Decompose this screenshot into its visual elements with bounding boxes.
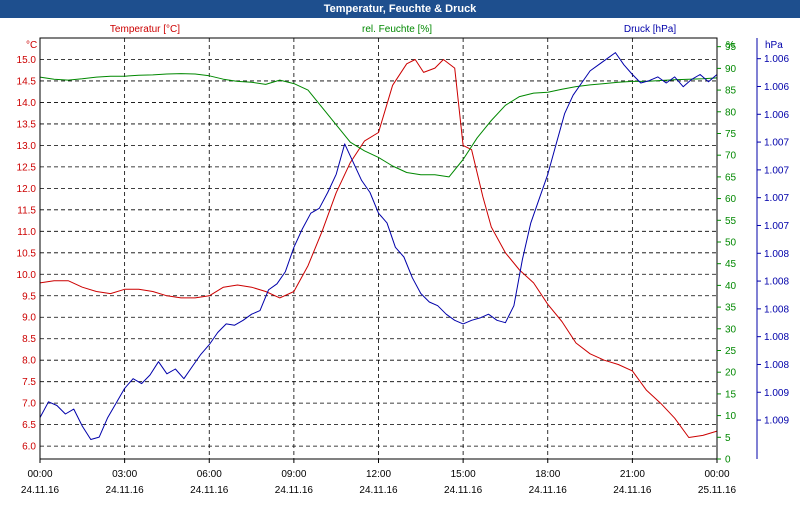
pressure-series-line: [39, 52, 718, 440]
temperature-tick-label: 13.5: [17, 119, 37, 130]
pressure-tick-label: 1.009: [764, 416, 789, 427]
temperature-tick-label: 6.5: [22, 420, 36, 431]
humidity-tick-label: 15: [725, 389, 737, 400]
humidity-tick-label: 0: [725, 455, 731, 466]
temperature-axis-label: Temperatur [°C]: [110, 24, 180, 35]
x-tick-time-label: 12:00: [366, 469, 391, 480]
temperature-tick-label: 14.5: [17, 76, 37, 87]
temperature-series-line: [39, 59, 718, 438]
x-tick-time-label: 00:00: [704, 469, 729, 480]
pressure-tick-label: 1.006: [764, 82, 789, 93]
humidity-tick-label: 50: [725, 237, 737, 248]
humidity-unit-label: %: [726, 40, 735, 51]
temperature-tick-label: 9.5: [22, 291, 36, 302]
humidity-tick-label: 85: [725, 86, 737, 97]
x-tick-date-label: 24.11.16: [275, 485, 314, 496]
x-tick-time-label: 18:00: [535, 469, 560, 480]
humidity-tick-label: 20: [725, 368, 737, 379]
temperature-tick-label: 10.5: [17, 248, 37, 259]
humidity-tick-label: 35: [725, 303, 737, 314]
temperature-tick-label: 8.5: [22, 334, 36, 345]
temperature-tick-label: 14.0: [17, 98, 37, 109]
humidity-tick-label: 60: [725, 194, 737, 205]
humidity-tick-label: 90: [725, 64, 737, 75]
humidity-tick-label: 65: [725, 172, 737, 183]
pressure-tick-label: 1.008: [764, 332, 789, 343]
pressure-unit-label: hPa: [765, 40, 783, 51]
x-tick-time-label: 06:00: [197, 469, 222, 480]
temperature-tick-label: 8.0: [22, 356, 36, 367]
x-tick-date-label: 24.11.16: [444, 485, 483, 496]
humidity-tick-label: 10: [725, 411, 737, 422]
temperature-tick-label: 7.5: [22, 377, 36, 388]
x-tick-time-label: 15:00: [451, 469, 476, 480]
chart-svg: 6.0 6.5 7.0 7.5 8.0 8.5 9.0 9.5 10.0 10.5 11.0 11.5…: [0, 18, 800, 500]
temperature-unit-label: °C: [26, 40, 37, 51]
pressure-tick-label: 1.009: [764, 388, 789, 399]
series-layer: [39, 52, 718, 440]
temperature-tick-label: 15.0: [17, 55, 37, 66]
x-tick-date-label: 24.11.16: [613, 485, 652, 496]
pressure-tick-label: 1.007: [764, 221, 789, 232]
pressure-axis-label: Druck [hPa]: [624, 24, 676, 35]
humidity-tick-label: 80: [725, 107, 737, 118]
humidity-tick-label: 25: [725, 346, 737, 357]
x-tick-date-label: 24.11.16: [106, 485, 145, 496]
x-tick-time-label: 00:00: [27, 469, 52, 480]
temperature-tick-label: 10.0: [17, 270, 37, 281]
pressure-tick-label: 1.006: [764, 54, 789, 65]
humidity-tick-label: 45: [725, 259, 737, 270]
pressure-tick-label: 1.008: [764, 360, 789, 371]
temperature-tick-label: 13.0: [17, 141, 37, 152]
x-tick-time-label: 21:00: [620, 469, 645, 480]
x-tick-date-label: 25.11.16: [698, 485, 737, 496]
humidity-tick-label: 5: [725, 433, 731, 444]
pressure-tick-label: 1.007: [764, 138, 789, 149]
chart-area: 6.0 6.5 7.0 7.5 8.0 8.5 9.0 9.5 10.0 10.5 11.0 11.5…: [0, 18, 800, 500]
humidity-tick-label: 95: [725, 42, 737, 53]
x-tick-time-label: 09:00: [281, 469, 306, 480]
x-tick-time-label: 03:00: [112, 469, 137, 480]
temperature-tick-label: 12.0: [17, 184, 37, 195]
humidity-axis-label: rel. Feuchte [%]: [362, 24, 432, 35]
humidity-series-line: [39, 73, 718, 178]
x-tick-date-label: 24.11.16: [21, 485, 60, 496]
humidity-tick-label: 75: [725, 129, 737, 140]
pressure-tick-label: 1.006: [764, 110, 789, 121]
humidity-tick-label: 70: [725, 151, 737, 162]
humidity-tick-label: 30: [725, 324, 737, 335]
x-tick-date-label: 24.11.16: [359, 485, 398, 496]
pressure-tick-label: 1.007: [764, 165, 789, 176]
pressure-tick-label: 1.007: [764, 193, 789, 204]
pressure-tick-label: 1.008: [764, 249, 789, 260]
temperature-tick-label: 6.0: [22, 442, 36, 453]
x-tick-date-label: 24.11.16: [529, 485, 568, 496]
pressure-tick-label: 1.008: [764, 304, 789, 315]
humidity-tick-label: 40: [725, 281, 737, 292]
axis-layer: 6.0 6.5 7.0 7.5 8.0 8.5 9.0 9.5 10.0 10.5 11.0 11.5…: [17, 38, 789, 496]
temperature-tick-label: 11.5: [17, 205, 36, 216]
x-tick-date-label: 24.11.16: [190, 485, 229, 496]
chart-title-bar: Temperatur, Feuchte & Druck: [0, 0, 800, 18]
temperature-tick-label: 7.0: [22, 399, 36, 410]
temperature-tick-label: 9.0: [22, 313, 36, 324]
chart-background: [0, 18, 800, 500]
pressure-tick-label: 1.008: [764, 277, 789, 288]
temperature-tick-label: 12.5: [17, 162, 37, 173]
humidity-tick-label: 55: [725, 216, 737, 227]
temperature-tick-label: 11.0: [17, 227, 36, 238]
chart-title: Temperatur, Feuchte & Druck: [323, 3, 477, 15]
